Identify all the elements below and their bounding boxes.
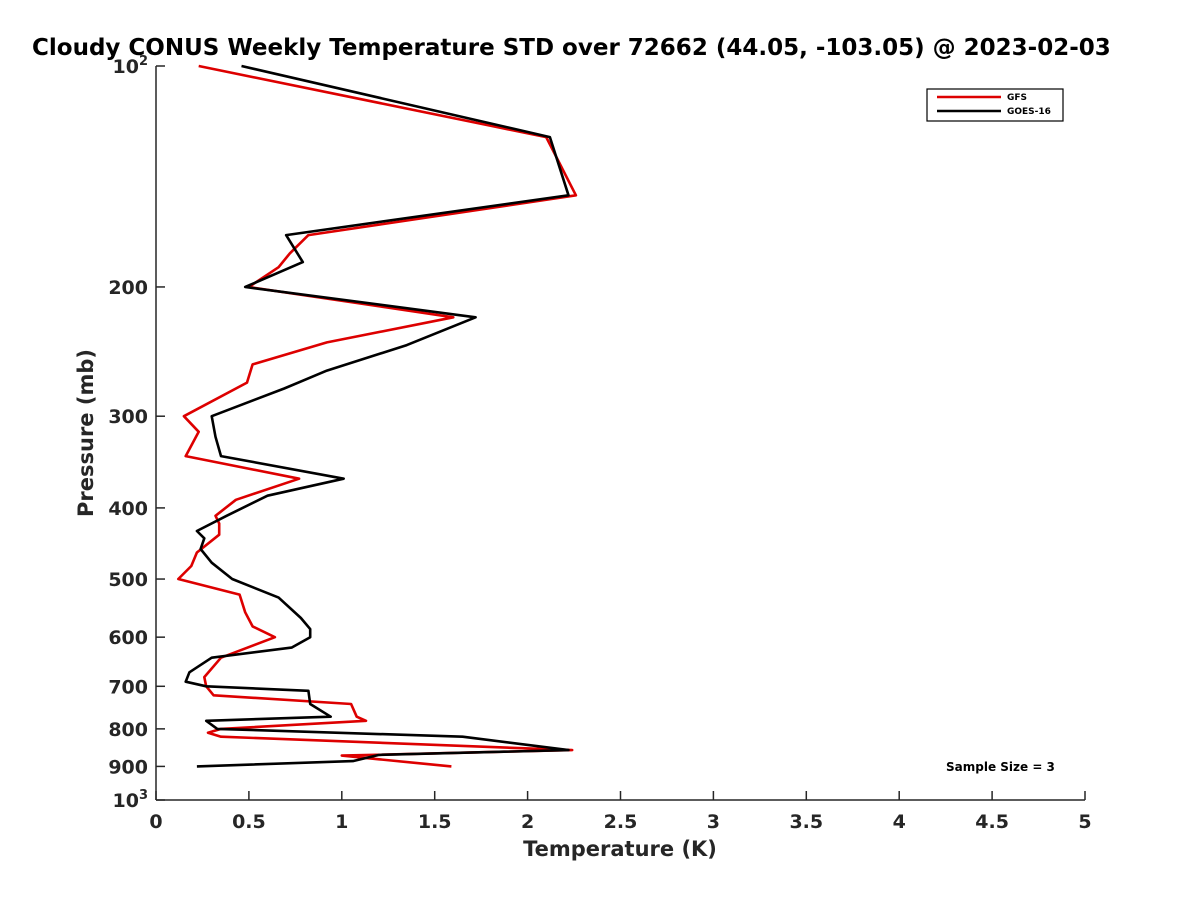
y-tick-label: 103 bbox=[113, 788, 149, 812]
x-tick-label: 1.5 bbox=[418, 811, 452, 833]
y-tick-label: 500 bbox=[108, 569, 148, 591]
x-tick-label: 4 bbox=[893, 811, 906, 833]
series-group bbox=[177, 64, 578, 768]
y-tick-label: 102 bbox=[113, 54, 149, 78]
x-tick-label: 4.5 bbox=[975, 811, 1009, 833]
y-tick-label: 900 bbox=[108, 756, 148, 778]
y-ticks: 102 200 300 400 500 600 700 800 900 103 bbox=[108, 54, 165, 812]
legend-label-gfs: GFS bbox=[1007, 93, 1027, 103]
legend-label-goes16: GOES-16 bbox=[1007, 107, 1051, 117]
y-tick-label: 600 bbox=[108, 627, 148, 649]
x-ticks: 0 0.5 1 1.5 2 2.5 3 3.5 4 4.5 5 bbox=[149, 791, 1092, 833]
y-tick-label: 700 bbox=[108, 676, 148, 698]
x-axis-title: Temperature (K) bbox=[523, 837, 717, 861]
x-tick-label: 0.5 bbox=[232, 811, 266, 833]
chart-title: Cloudy CONUS Weekly Temperature STD over… bbox=[32, 35, 1111, 61]
x-tick-label: 5 bbox=[1078, 811, 1091, 833]
series-line-goes16 bbox=[184, 64, 570, 768]
y-tick-label: 300 bbox=[108, 406, 148, 428]
x-tick-label: 3 bbox=[707, 811, 720, 833]
y-tick-label: 200 bbox=[108, 277, 148, 299]
plot-area: 0 0.5 1 1.5 2 2.5 3 3.5 4 4.5 5 102 200 300 400 500 600… bbox=[108, 54, 1091, 833]
legend: GFS GOES-16 bbox=[926, 88, 1064, 122]
x-tick-label: 0 bbox=[149, 811, 162, 833]
y-tick-label: 400 bbox=[108, 498, 148, 520]
x-tick-label: 2 bbox=[521, 811, 534, 833]
x-tick-label: 3.5 bbox=[789, 811, 823, 833]
legend-box bbox=[926, 88, 1064, 122]
sample-size-annotation: Sample Size = 3 bbox=[946, 760, 1055, 774]
x-tick-label: 1 bbox=[335, 811, 348, 833]
x-tick-label: 2.5 bbox=[604, 811, 638, 833]
y-tick-label: 800 bbox=[108, 719, 148, 741]
y-axis-title: Pressure (mb) bbox=[74, 349, 98, 517]
